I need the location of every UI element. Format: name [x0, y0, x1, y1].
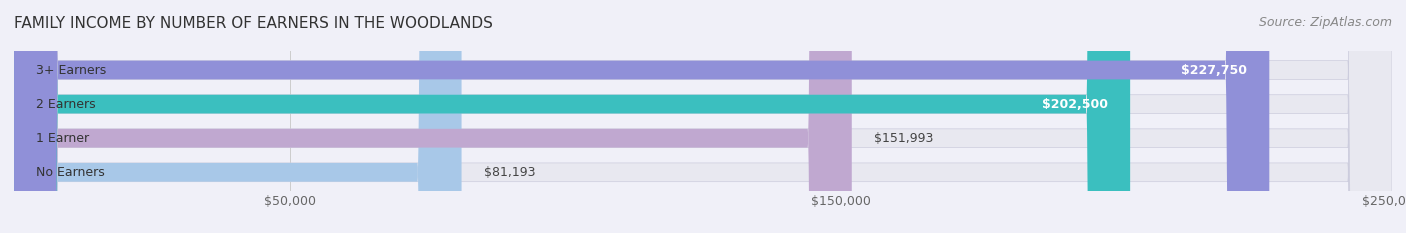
FancyBboxPatch shape: [14, 0, 852, 233]
Text: $81,193: $81,193: [484, 166, 536, 179]
Text: $202,500: $202,500: [1042, 98, 1108, 111]
FancyBboxPatch shape: [14, 0, 1392, 233]
Text: Source: ZipAtlas.com: Source: ZipAtlas.com: [1258, 16, 1392, 29]
FancyBboxPatch shape: [14, 0, 461, 233]
FancyBboxPatch shape: [14, 0, 1392, 233]
FancyBboxPatch shape: [14, 0, 1270, 233]
Text: 2 Earners: 2 Earners: [37, 98, 96, 111]
FancyBboxPatch shape: [14, 0, 1130, 233]
Text: $227,750: $227,750: [1181, 64, 1247, 76]
FancyBboxPatch shape: [14, 0, 1392, 233]
Text: 1 Earner: 1 Earner: [37, 132, 89, 145]
Text: FAMILY INCOME BY NUMBER OF EARNERS IN THE WOODLANDS: FAMILY INCOME BY NUMBER OF EARNERS IN TH…: [14, 16, 494, 31]
Text: No Earners: No Earners: [37, 166, 105, 179]
FancyBboxPatch shape: [14, 0, 1392, 233]
Text: $151,993: $151,993: [873, 132, 934, 145]
Text: 3+ Earners: 3+ Earners: [37, 64, 107, 76]
